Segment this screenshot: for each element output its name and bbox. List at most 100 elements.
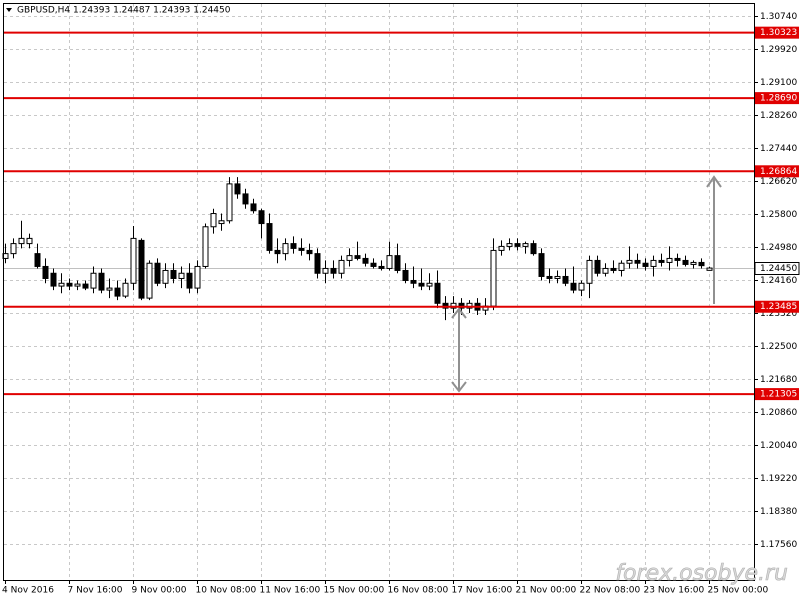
y-tick-label: 1.24160 (760, 276, 797, 286)
candle-body (498, 245, 505, 251)
x-tick-label: 25 Nov 00:00 (708, 586, 769, 596)
x-tick-label: 7 Nov 16:00 (68, 586, 123, 596)
candle-body (130, 237, 137, 284)
x-tick-label: 9 Nov 00:00 (132, 586, 187, 596)
candle-body (282, 243, 289, 255)
candle-body (210, 213, 217, 228)
candle-body (370, 262, 377, 267)
candle-body (466, 302, 473, 309)
candle-body (202, 226, 209, 267)
candle-body (314, 253, 321, 274)
y-tick-label: 1.23320 (760, 309, 797, 319)
x-tick-label: 22 Nov 08:00 (580, 586, 641, 596)
level-label-box (755, 300, 799, 313)
candle-body (274, 249, 281, 255)
candle-body (338, 259, 345, 274)
candle-body (90, 272, 97, 289)
candle-body (234, 183, 241, 195)
candle-body (650, 259, 657, 267)
candle-body (410, 279, 417, 284)
candle-body (434, 282, 441, 304)
candle-body (298, 247, 305, 251)
candle-body (506, 243, 513, 247)
x-tick-label: 17 Nov 16:00 (452, 586, 513, 596)
candle-body (386, 255, 393, 269)
candle-body (98, 272, 105, 291)
level-label-box (755, 388, 799, 401)
x-tick-label: 23 Nov 16:00 (644, 586, 705, 596)
candle-body (154, 262, 161, 284)
level-label: 1.30323 (760, 28, 797, 38)
candle-body (362, 257, 369, 264)
y-tick-label: 1.19220 (760, 474, 797, 484)
level-label: 1.28690 (760, 94, 797, 104)
candle-body (514, 243, 521, 247)
candle-body (10, 243, 17, 255)
y-tick-label: 1.29920 (760, 45, 797, 55)
candle-body (66, 282, 73, 287)
y-tick-label: 1.29100 (760, 78, 797, 88)
candle-body (266, 223, 273, 251)
candle-body (458, 302, 465, 309)
candle-body (666, 257, 673, 263)
candle-body (290, 243, 297, 249)
y-tick-label: 1.18380 (760, 507, 797, 517)
candle-body (330, 267, 337, 274)
x-tick-label: 4 Nov 2016 (2, 586, 54, 596)
candle-body (138, 239, 145, 299)
candles (2, 177, 713, 321)
candle-body (250, 203, 257, 212)
y-tick-label: 1.27440 (760, 144, 797, 154)
candle-body (578, 282, 585, 291)
candle-body (426, 282, 433, 287)
x-tick-label: 11 Nov 16:00 (260, 586, 321, 596)
x-tick-label: 16 Nov 08:00 (388, 586, 449, 596)
x-tick-label: 15 Nov 00:00 (324, 586, 385, 596)
candle-body (538, 253, 545, 277)
menu-icon (6, 8, 12, 12)
candle-body (706, 267, 713, 271)
candle-body (658, 259, 665, 263)
y-tick-label: 1.30740 (760, 12, 797, 22)
candle-body (34, 253, 41, 267)
x-tick-label: 21 Nov 00:00 (516, 586, 577, 596)
x-tick-label: 10 Nov 08:00 (196, 586, 257, 596)
level-label-box (755, 165, 799, 178)
candle-body (226, 183, 233, 222)
level-label-box (755, 92, 799, 105)
candle-body (602, 267, 609, 274)
candle-body (546, 275, 553, 279)
y-tick-label: 1.17560 (760, 540, 797, 550)
y-tick-label: 1.28260 (760, 111, 797, 121)
arrow-head (706, 175, 722, 188)
y-tick-label: 1.20040 (760, 441, 797, 451)
candle-body (186, 272, 193, 289)
candle-body (322, 267, 329, 274)
y-tick-label: 1.25800 (760, 210, 797, 220)
candle-body (258, 210, 265, 225)
candle-body (682, 259, 689, 265)
candle-body (106, 287, 113, 291)
candle-body (442, 302, 449, 309)
candle-body (58, 282, 65, 287)
candle-body (418, 282, 425, 287)
candle-body (394, 255, 401, 271)
y-tick-label: 1.22500 (760, 342, 797, 352)
chart-title: GBPUSD,H4 1.24393 1.24487 1.24393 1.2445… (17, 6, 231, 16)
y-tick-label: 1.24980 (760, 243, 797, 253)
candle-body (570, 282, 577, 291)
candle-body (642, 262, 649, 267)
candle-body (242, 193, 249, 205)
candle-body (114, 287, 121, 297)
level-label: 1.26864 (760, 167, 797, 177)
candle-body (354, 255, 361, 259)
candle-body (170, 269, 177, 279)
candle-body (698, 261, 705, 267)
level-label: 1.21305 (760, 390, 797, 400)
candle-body (634, 259, 641, 264)
candle-body (194, 265, 201, 289)
candle-body (162, 269, 169, 284)
candle-body (74, 283, 81, 287)
